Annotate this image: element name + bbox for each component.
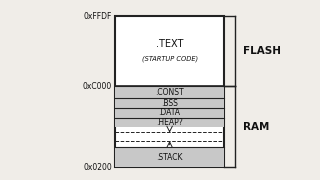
Bar [115, 86, 224, 98]
Text: (STARTUP CODE): (STARTUP CODE) [141, 55, 198, 62]
Bar [115, 118, 224, 127]
Text: .STACK: .STACK [156, 153, 183, 162]
Text: .HEAP?: .HEAP? [156, 118, 183, 127]
Text: 0x0200: 0x0200 [83, 163, 112, 172]
Text: 0xC000: 0xC000 [83, 82, 112, 91]
Text: 0xFFDF: 0xFFDF [84, 12, 112, 21]
Text: .DATA: .DATA [159, 108, 180, 118]
Text: FLASH: FLASH [243, 46, 281, 56]
Text: .CONST: .CONST [155, 88, 184, 97]
Text: .TEXT: .TEXT [156, 39, 183, 49]
Bar [115, 108, 224, 118]
Text: RAM: RAM [243, 122, 269, 132]
Text: .BSS: .BSS [161, 99, 178, 107]
Bar [115, 98, 224, 108]
Bar [115, 147, 224, 167]
Bar [115, 16, 224, 167]
